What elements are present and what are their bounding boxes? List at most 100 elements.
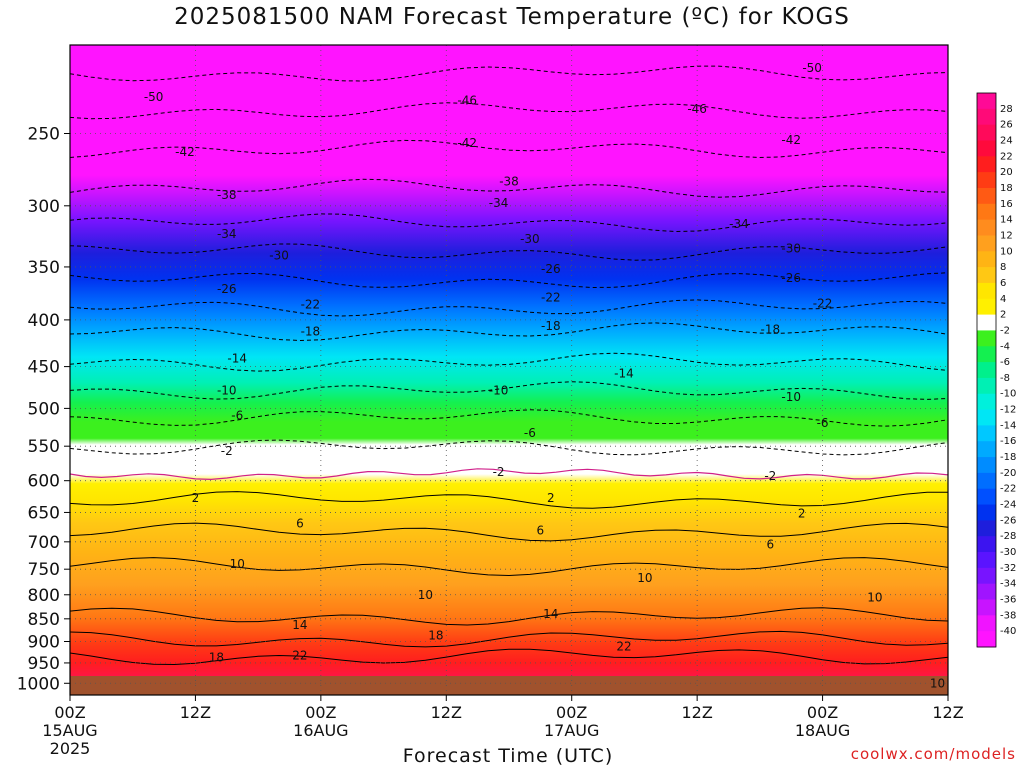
- y-tick-label: 300: [28, 197, 60, 217]
- contour-label: -30: [520, 232, 540, 246]
- colorbar-label: -38: [1000, 610, 1016, 621]
- colorbar-swatch: [977, 172, 996, 189]
- contour-label: 2: [192, 491, 200, 505]
- contour-label: 6: [296, 516, 304, 530]
- colorbar-label: -32: [1000, 563, 1016, 574]
- contour-line: [70, 213, 948, 233]
- contour-line: [70, 139, 948, 159]
- x-tick-label: 00Z: [305, 703, 336, 722]
- contour-line: [70, 299, 948, 317]
- contour-label: -18: [301, 325, 321, 339]
- colorbar-label: 18: [1000, 183, 1013, 194]
- y-tick-label: 550: [28, 437, 60, 457]
- contour-line: [70, 648, 948, 666]
- colorbar-swatch: [977, 552, 996, 569]
- y-tick-label: 900: [28, 632, 60, 652]
- colorbar-label: -2: [1000, 325, 1010, 336]
- contour-label: -42: [457, 136, 477, 150]
- colorbar-swatch: [977, 536, 996, 553]
- colorbar-swatch: [977, 441, 996, 458]
- y-tick-label: 600: [28, 472, 60, 492]
- colorbar-label: -20: [1000, 468, 1016, 479]
- x-tick-date: 15AUG: [42, 721, 97, 740]
- colorbar-label: -16: [1000, 436, 1016, 447]
- colorbar-swatch: [977, 203, 996, 221]
- contour-line: [70, 102, 948, 120]
- colorbar-label: 16: [1000, 199, 1013, 210]
- contour-label: -18: [541, 319, 561, 333]
- colorbar-swatch: [977, 377, 996, 395]
- colorbar-label: -24: [1000, 500, 1016, 511]
- colorbar-label: 20: [1000, 167, 1013, 178]
- colorbar-swatch: [977, 631, 996, 648]
- contour-label: -34: [489, 196, 509, 210]
- colorbar-label: -34: [1000, 579, 1016, 590]
- contour-label: 10: [637, 571, 652, 585]
- contour-line: [70, 439, 948, 456]
- contour-line: [70, 243, 948, 261]
- colorbar-label: 22: [1000, 151, 1013, 162]
- colorbar-swatch: [977, 472, 996, 490]
- colorbar-label: -10: [1000, 389, 1016, 400]
- colorbar-swatch: [977, 425, 996, 442]
- colorbar-swatch: [977, 282, 996, 300]
- colorbar-label: 10: [1000, 246, 1013, 257]
- contour-label: -26: [541, 262, 561, 276]
- contour-label: 18: [209, 650, 224, 664]
- colorbar-swatch: [977, 504, 996, 521]
- temperature-field: [70, 45, 948, 695]
- colorbar-frame: [976, 92, 997, 648]
- colorbar-swatch: [977, 457, 996, 474]
- colorbar-label: -36: [1000, 595, 1016, 606]
- contour-label: 6: [537, 523, 545, 537]
- x-tick-label: 12Z: [431, 703, 462, 722]
- x-tick-label: 12Z: [180, 703, 211, 722]
- contour-label: 10: [230, 557, 245, 571]
- contour-label: -26: [781, 271, 801, 285]
- colorbar-label: 6: [1000, 278, 1006, 289]
- chart-title: 2025081500 NAM Forecast Temperature (ºC)…: [174, 4, 850, 30]
- colorbar-label: -12: [1000, 405, 1016, 416]
- x-tick-label: 00Z: [54, 703, 85, 722]
- contour-label: -18: [761, 323, 781, 337]
- contour-label: 22: [292, 648, 307, 662]
- colorbar-label: -8: [1000, 373, 1010, 384]
- contour-label: 10: [418, 588, 433, 602]
- colorbar-label: 2: [1000, 310, 1006, 321]
- freezing-line: [70, 468, 948, 481]
- x-tick-date: 17AUG: [544, 721, 599, 740]
- y-tick-label: 950: [28, 654, 60, 674]
- contour-label: -34: [729, 217, 749, 231]
- colorbar: 28 26 24 22 20 18 16 14 12 10 8 6 4 2 -2 -4 -6 -8 -10 -12 -1…: [976, 92, 1016, 648]
- colorbar-label: 28: [1000, 104, 1013, 115]
- colorbar-label: 12: [1000, 230, 1013, 241]
- contour-label: -42: [781, 133, 801, 147]
- colorbar-swatch: [977, 267, 996, 284]
- colorbar-swatch: [977, 140, 996, 157]
- colorbar-label: 26: [1000, 120, 1013, 131]
- x-tick-date: 18AUG: [795, 721, 850, 740]
- colorbar-swatch: [977, 362, 996, 379]
- contour-label: -26: [217, 282, 237, 296]
- contour-labels: -50 -50 -46 -46 -42 -42 -42 -38 -38 -34 -34 -34 -30 -…: [144, 61, 945, 690]
- colorbar-label: -28: [1000, 531, 1016, 542]
- colorbar-label: 4: [1000, 294, 1006, 305]
- contour-label: -14: [614, 367, 634, 381]
- colorbar-swatch: [977, 330, 996, 347]
- contour-label: -50: [144, 90, 164, 104]
- colorbar-swatch: [977, 187, 996, 205]
- contour-label: 2: [798, 507, 806, 521]
- contour-label: -6: [524, 426, 536, 440]
- x-tick-label: 00Z: [556, 703, 587, 722]
- contour-label: -6: [817, 416, 829, 430]
- contour-label: -30: [781, 241, 801, 255]
- colorbar-label: -6: [1000, 357, 1010, 368]
- y-tick-label: 450: [28, 358, 60, 378]
- y-tick-label: 750: [28, 560, 60, 580]
- colorbar-swatch: [977, 314, 996, 331]
- contour-label: -46: [457, 93, 477, 107]
- contour-line: [70, 65, 948, 82]
- colorbar-label: 8: [1000, 262, 1006, 273]
- contour-label: 22: [616, 640, 631, 654]
